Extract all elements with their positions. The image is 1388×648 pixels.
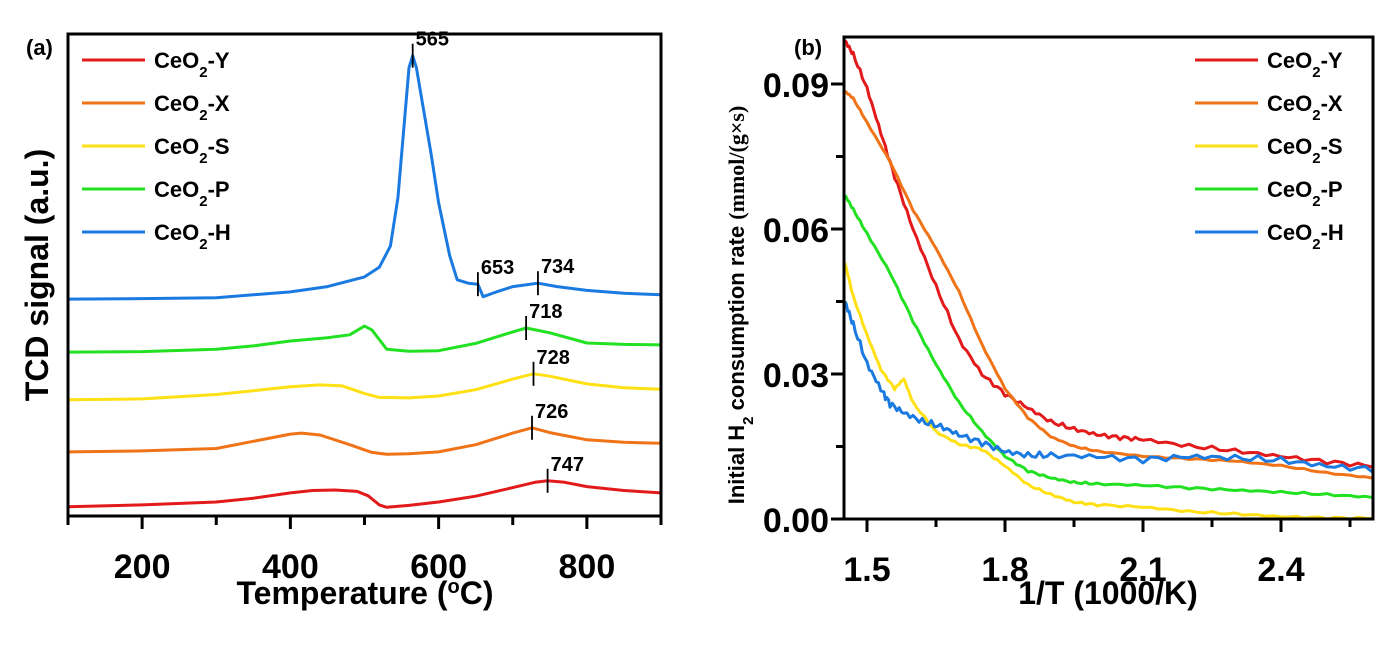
panel-a-x-tick-label: 800 [559,548,616,586]
panel-b-y-tick-label: 0.03 [763,357,829,395]
panel-b-y-ticks: 0.00 0.03 0.06 0.09 [763,67,844,540]
peak-label-565: 565 [416,29,449,51]
panel-b: (b) 1.5 1.8 2.1 2.4 0.00 0.03 0.06 0.09 CeO2-Y… [724,35,1375,611]
legend-label: CeO2-S [154,134,230,167]
panel-b-y-tick-label: 0.09 [763,67,829,105]
panel-a-line-ceo2-x [67,426,662,456]
panel-b-y-axis-title: Initial H2 consumption rate (mmol/(g×s) [724,106,757,505]
panel-a-label: (a) [26,35,53,60]
legend-item-ceo2-h: CeO2-H [1195,220,1344,253]
peak-label-734: 734 [541,256,575,278]
panel-a-line-ceo2-s [67,372,662,402]
peak-label-728: 728 [537,347,570,369]
legend-item-ceo2-s: CeO2-S [82,134,230,167]
panel-a-line-ceo2-h [67,54,662,301]
peak-label-747: 747 [551,454,584,476]
panel-b-x-tick-label: 1.8 [981,551,1028,589]
legend-label: CeO2-X [154,91,230,124]
panel-b-frame [842,35,1375,521]
panel-a-x-tick-label: 400 [262,548,319,586]
panel-b-line-ceo2-h [844,300,1373,475]
panel-a-x-axis-title: Temperature (oC) [237,575,494,611]
legend-label: CeO2-S [1267,134,1343,167]
legend-label: CeO2-X [1267,91,1343,124]
panel-b-x-ticks: 1.5 1.8 2.1 2.4 [843,519,1352,589]
panel-b-x-axis-title: 1/T (1000/K) [1018,575,1198,611]
panel-a-line-ceo2-y [67,479,662,509]
legend-label: CeO2-H [154,220,231,253]
legend-label: CeO2-Y [1267,48,1343,81]
panel-b-x-tick-label: 2.4 [1257,551,1304,589]
legend-item-ceo2-h: CeO2-H [82,220,231,253]
legend-item-ceo2-x: CeO2-X [82,91,230,124]
legend-item-ceo2-p: CeO2-P [1195,177,1343,210]
panel-a-series-lines [67,54,662,509]
peak-label-718: 718 [529,301,562,323]
legend-item-ceo2-x: CeO2-X [1195,91,1343,124]
peak-label-653: 653 [481,257,514,279]
legend-item-ceo2-s: CeO2-S [1195,134,1343,167]
panel-b-series-lines [844,39,1373,519]
panel-b-label: (b) [794,35,822,60]
panel-b-line-ceo2-p [844,194,1373,500]
panel-a-legend: CeO2-Y CeO2-X CeO2-S CeO2-P CeO2-H [82,48,231,253]
panel-a-x-ticks: 200 400 600 800 [66,516,663,586]
panel-b-line-ceo2-x [844,90,1373,480]
panel-b-x-tick-label: 2.1 [1119,551,1166,589]
panel-b-legend: CeO2-Y CeO2-X CeO2-S CeO2-P CeO2-H [1195,48,1344,253]
panel-a-y-axis-title: TCD signal (a.u.) [19,149,55,401]
peak-label-726: 726 [535,401,568,423]
panel-a-line-ceo2-p [67,324,662,354]
panel-b-y-tick-label: 0.00 [763,502,829,540]
panel-a: (a) 565 653 734 718 728 726 747 200 400 600 800 C… [19,29,663,611]
legend-label: CeO2-P [1267,177,1343,210]
legend-label: CeO2-P [154,177,230,210]
panel-a-annotations: 565 653 734 718 728 726 747 [411,29,584,493]
legend-item-ceo2-y: CeO2-Y [82,48,230,81]
panel-b-line-ceo2-s [844,262,1373,519]
panel-a-x-tick-label: 600 [410,548,467,586]
panel-b-x-tick-label: 1.5 [843,551,890,589]
panel-a-x-tick-label: 200 [114,548,171,586]
legend-item-ceo2-y: CeO2-Y [1195,48,1343,81]
panel-b-y-tick-label: 0.06 [763,212,829,250]
legend-label: CeO2-H [1267,220,1344,253]
legend-label: CeO2-Y [154,48,230,81]
legend-item-ceo2-p: CeO2-P [82,177,230,210]
